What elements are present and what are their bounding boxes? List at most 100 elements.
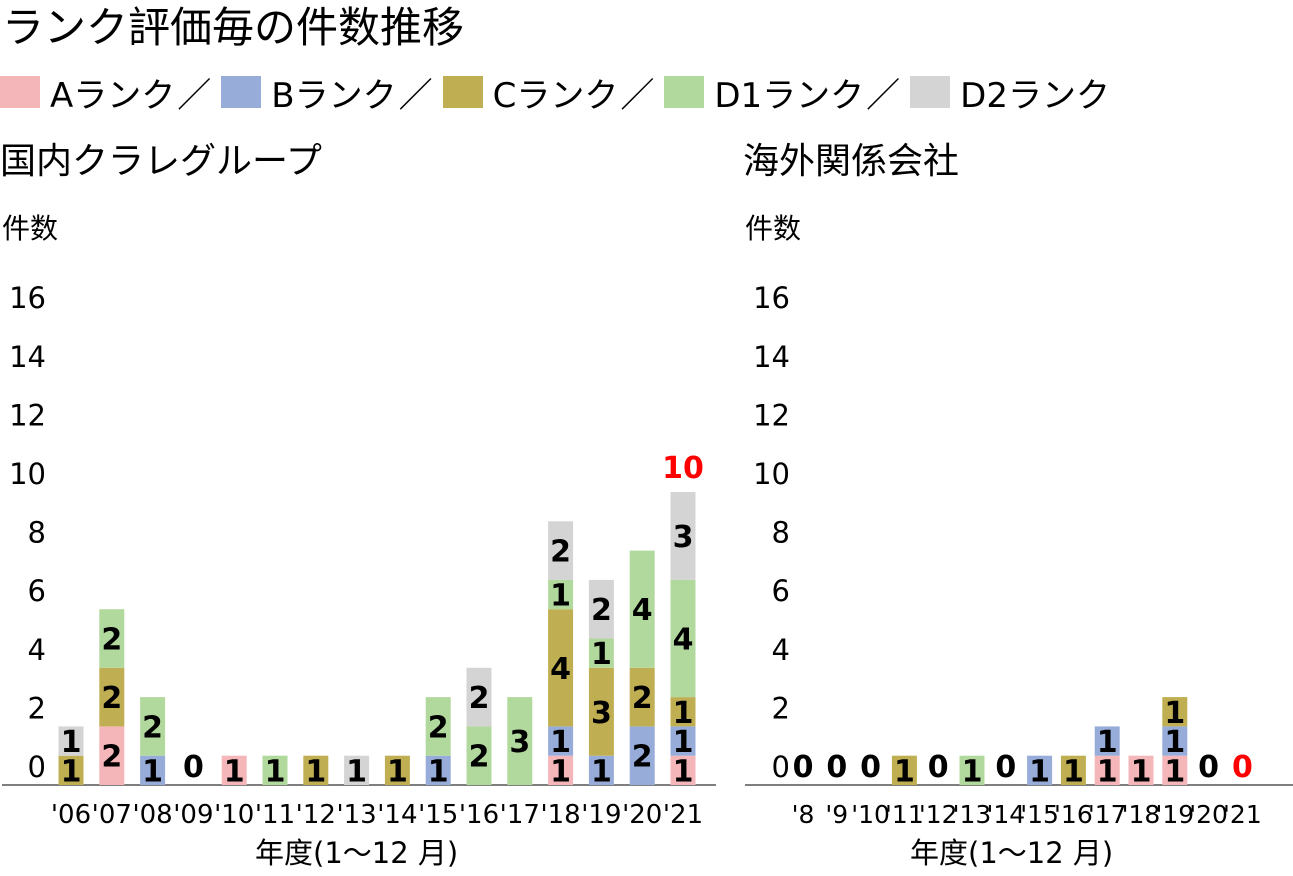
data-label: 2 [101, 740, 122, 775]
y-tick-label: 6 [772, 574, 790, 608]
legend-item: Bランク／ [221, 68, 434, 117]
data-label: 1 [673, 696, 694, 731]
x-tick-label: '16 [1054, 800, 1093, 829]
x-tick-label: '12 [919, 800, 958, 829]
data-label: 2 [591, 593, 612, 628]
zero-label: 0 [928, 750, 949, 785]
legend-label: D2ランク [960, 75, 1110, 116]
zero-label: 0 [995, 750, 1016, 785]
data-label: 2 [101, 623, 122, 658]
x-tick-label: '20 [622, 800, 662, 830]
y-tick-label: 14 [9, 340, 46, 374]
chart-title-overseas: 海外関係会社 [743, 141, 960, 182]
data-label: 2 [142, 710, 163, 745]
bar-segment [1094, 755, 1120, 785]
x-tick-label: '14 [986, 800, 1025, 829]
bar-segment [425, 697, 451, 756]
legend-separator: ／ [866, 75, 901, 116]
y-tick-label: 16 [753, 281, 790, 315]
y-tick-label: 12 [753, 398, 790, 432]
bar-segment [548, 609, 574, 727]
data-label: 1 [673, 754, 694, 789]
x-tick-label: '09 [173, 800, 213, 830]
x-tick-label: '17 [1088, 800, 1127, 829]
y-tick-label: 2 [28, 691, 46, 725]
data-label: 1 [591, 754, 612, 789]
bar-segment [670, 492, 696, 580]
data-label: 2 [550, 535, 571, 570]
x-tick-label: '12 [296, 800, 336, 830]
page-title: ランク評価毎の件数推移 [2, 3, 465, 52]
legend-separator: ／ [398, 75, 433, 116]
data-label: 1 [894, 754, 915, 789]
bar-segment [548, 521, 574, 580]
y-tick-label: 14 [753, 340, 790, 374]
zero-label: 0 [826, 750, 847, 785]
bar-segment [629, 667, 655, 727]
bar-segment [548, 579, 574, 610]
data-label: 1 [550, 754, 571, 789]
bar-segment [262, 755, 288, 785]
bar-segment [670, 697, 696, 727]
y-tick-label: 4 [772, 633, 790, 667]
y-tick-label: 12 [9, 398, 46, 432]
x-tick-label: '10 [851, 800, 890, 829]
data-label: 1 [1164, 696, 1185, 731]
data-label: 4 [632, 593, 653, 628]
data-label: 1 [673, 725, 694, 760]
bar-segment [588, 667, 614, 756]
bar-segment [588, 579, 614, 639]
x-tick-label: '06 [51, 800, 91, 830]
data-label: 1 [550, 725, 571, 760]
chart-title-domestic: 国内クラレグループ [0, 141, 322, 182]
bar-segment [99, 609, 125, 668]
data-label: 2 [469, 681, 490, 716]
x-tick-label: '08 [132, 800, 172, 830]
bar-segment [588, 638, 614, 668]
y-tick-label: 6 [28, 574, 46, 608]
bar-segment [670, 579, 696, 698]
legend-label: Bランク [271, 75, 397, 116]
x-tick-label: '11 [255, 800, 295, 830]
bar-segment [1162, 726, 1188, 756]
data-label: 1 [591, 637, 612, 672]
data-label: 1 [1131, 754, 1152, 789]
x-tick-label: '10 [214, 800, 254, 830]
bar-segment [140, 755, 166, 785]
y-tick-label: 10 [9, 457, 46, 491]
legend-swatch [221, 76, 262, 108]
data-label: 1 [61, 754, 82, 789]
bar-segment [588, 755, 614, 785]
data-label: 3 [591, 696, 612, 731]
x-tick-label: '21 [663, 800, 703, 830]
legend-item: D2ランク [910, 68, 1110, 117]
data-label: 1 [265, 754, 286, 789]
legend-separator: ／ [177, 75, 212, 116]
data-label: 1 [142, 754, 163, 789]
zero-label: 0 [793, 750, 814, 785]
data-label: 1 [224, 754, 245, 789]
data-label: 3 [509, 725, 530, 760]
data-label: 1 [1029, 754, 1050, 789]
bar-segment [1162, 697, 1188, 727]
data-label: 1 [962, 754, 983, 789]
zero-label: 0 [860, 750, 881, 785]
y-tick-label: 8 [772, 516, 790, 550]
y-axis-label-domestic: 件数 [2, 212, 59, 245]
total-label: 10 [662, 451, 704, 486]
x-tick-label: '15 [1020, 800, 1059, 829]
bar-segment [466, 667, 492, 727]
x-tick-label: '14 [377, 800, 417, 830]
legend-separator: ／ [620, 75, 655, 116]
bar-segment [670, 755, 696, 785]
bar-segment [221, 755, 247, 785]
data-label: 1 [1097, 725, 1118, 760]
legend-swatch [664, 76, 705, 108]
x-tick-label: '16 [459, 800, 499, 830]
bar-segment [99, 726, 125, 785]
data-label: 4 [673, 623, 694, 658]
bar-segment [1128, 755, 1154, 785]
bar-segment [548, 726, 574, 756]
data-label: 1 [1164, 754, 1185, 789]
